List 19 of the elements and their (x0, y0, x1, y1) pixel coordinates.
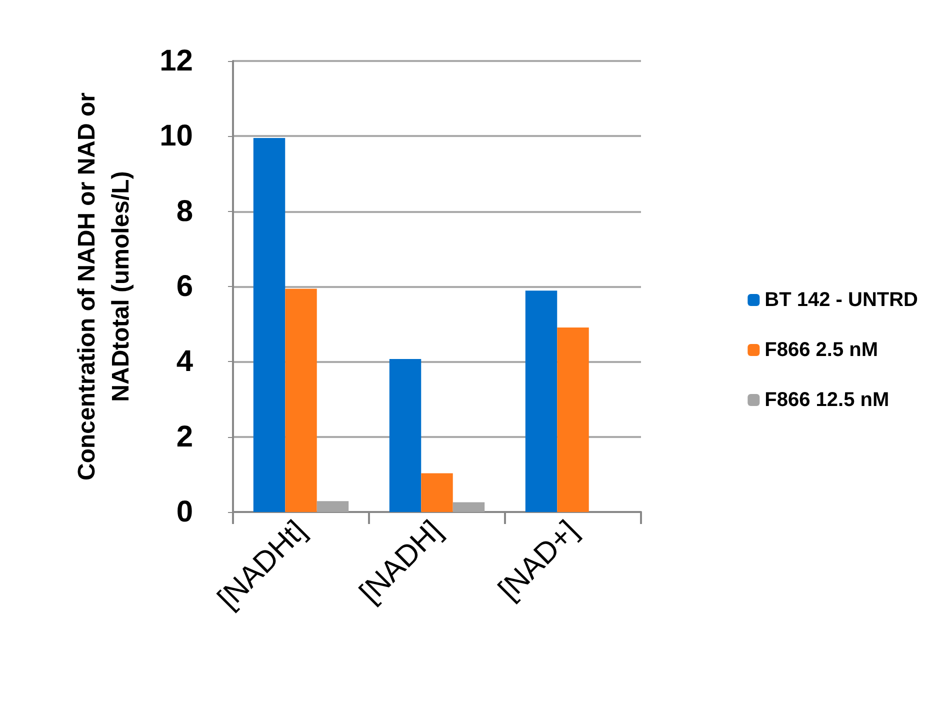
bar (316, 501, 349, 512)
bar (285, 288, 317, 512)
y-tick-label: 2 (176, 420, 193, 454)
y-axis-title: Concentration of NADH or NAD or NADtotal (umoles/L) (74, 92, 134, 480)
bar (525, 290, 558, 512)
y-tick-label: 6 (176, 270, 193, 303)
bar (253, 138, 286, 512)
y-tick-label: 10 (160, 120, 193, 153)
bar (389, 359, 422, 512)
legend-label: F866 2.5 nM (764, 339, 878, 361)
bar (421, 473, 453, 512)
y-tick-label: 8 (176, 194, 193, 228)
legend-label: F866 12.5 nM (764, 389, 890, 411)
legend-label: BT 142 - UNTRD (764, 289, 918, 311)
y-tick-label: 12 (160, 44, 193, 78)
bar (452, 502, 485, 512)
y-tick-label: 4 (176, 345, 194, 378)
y-tick-label: 0 (176, 496, 193, 528)
bar (557, 327, 589, 512)
